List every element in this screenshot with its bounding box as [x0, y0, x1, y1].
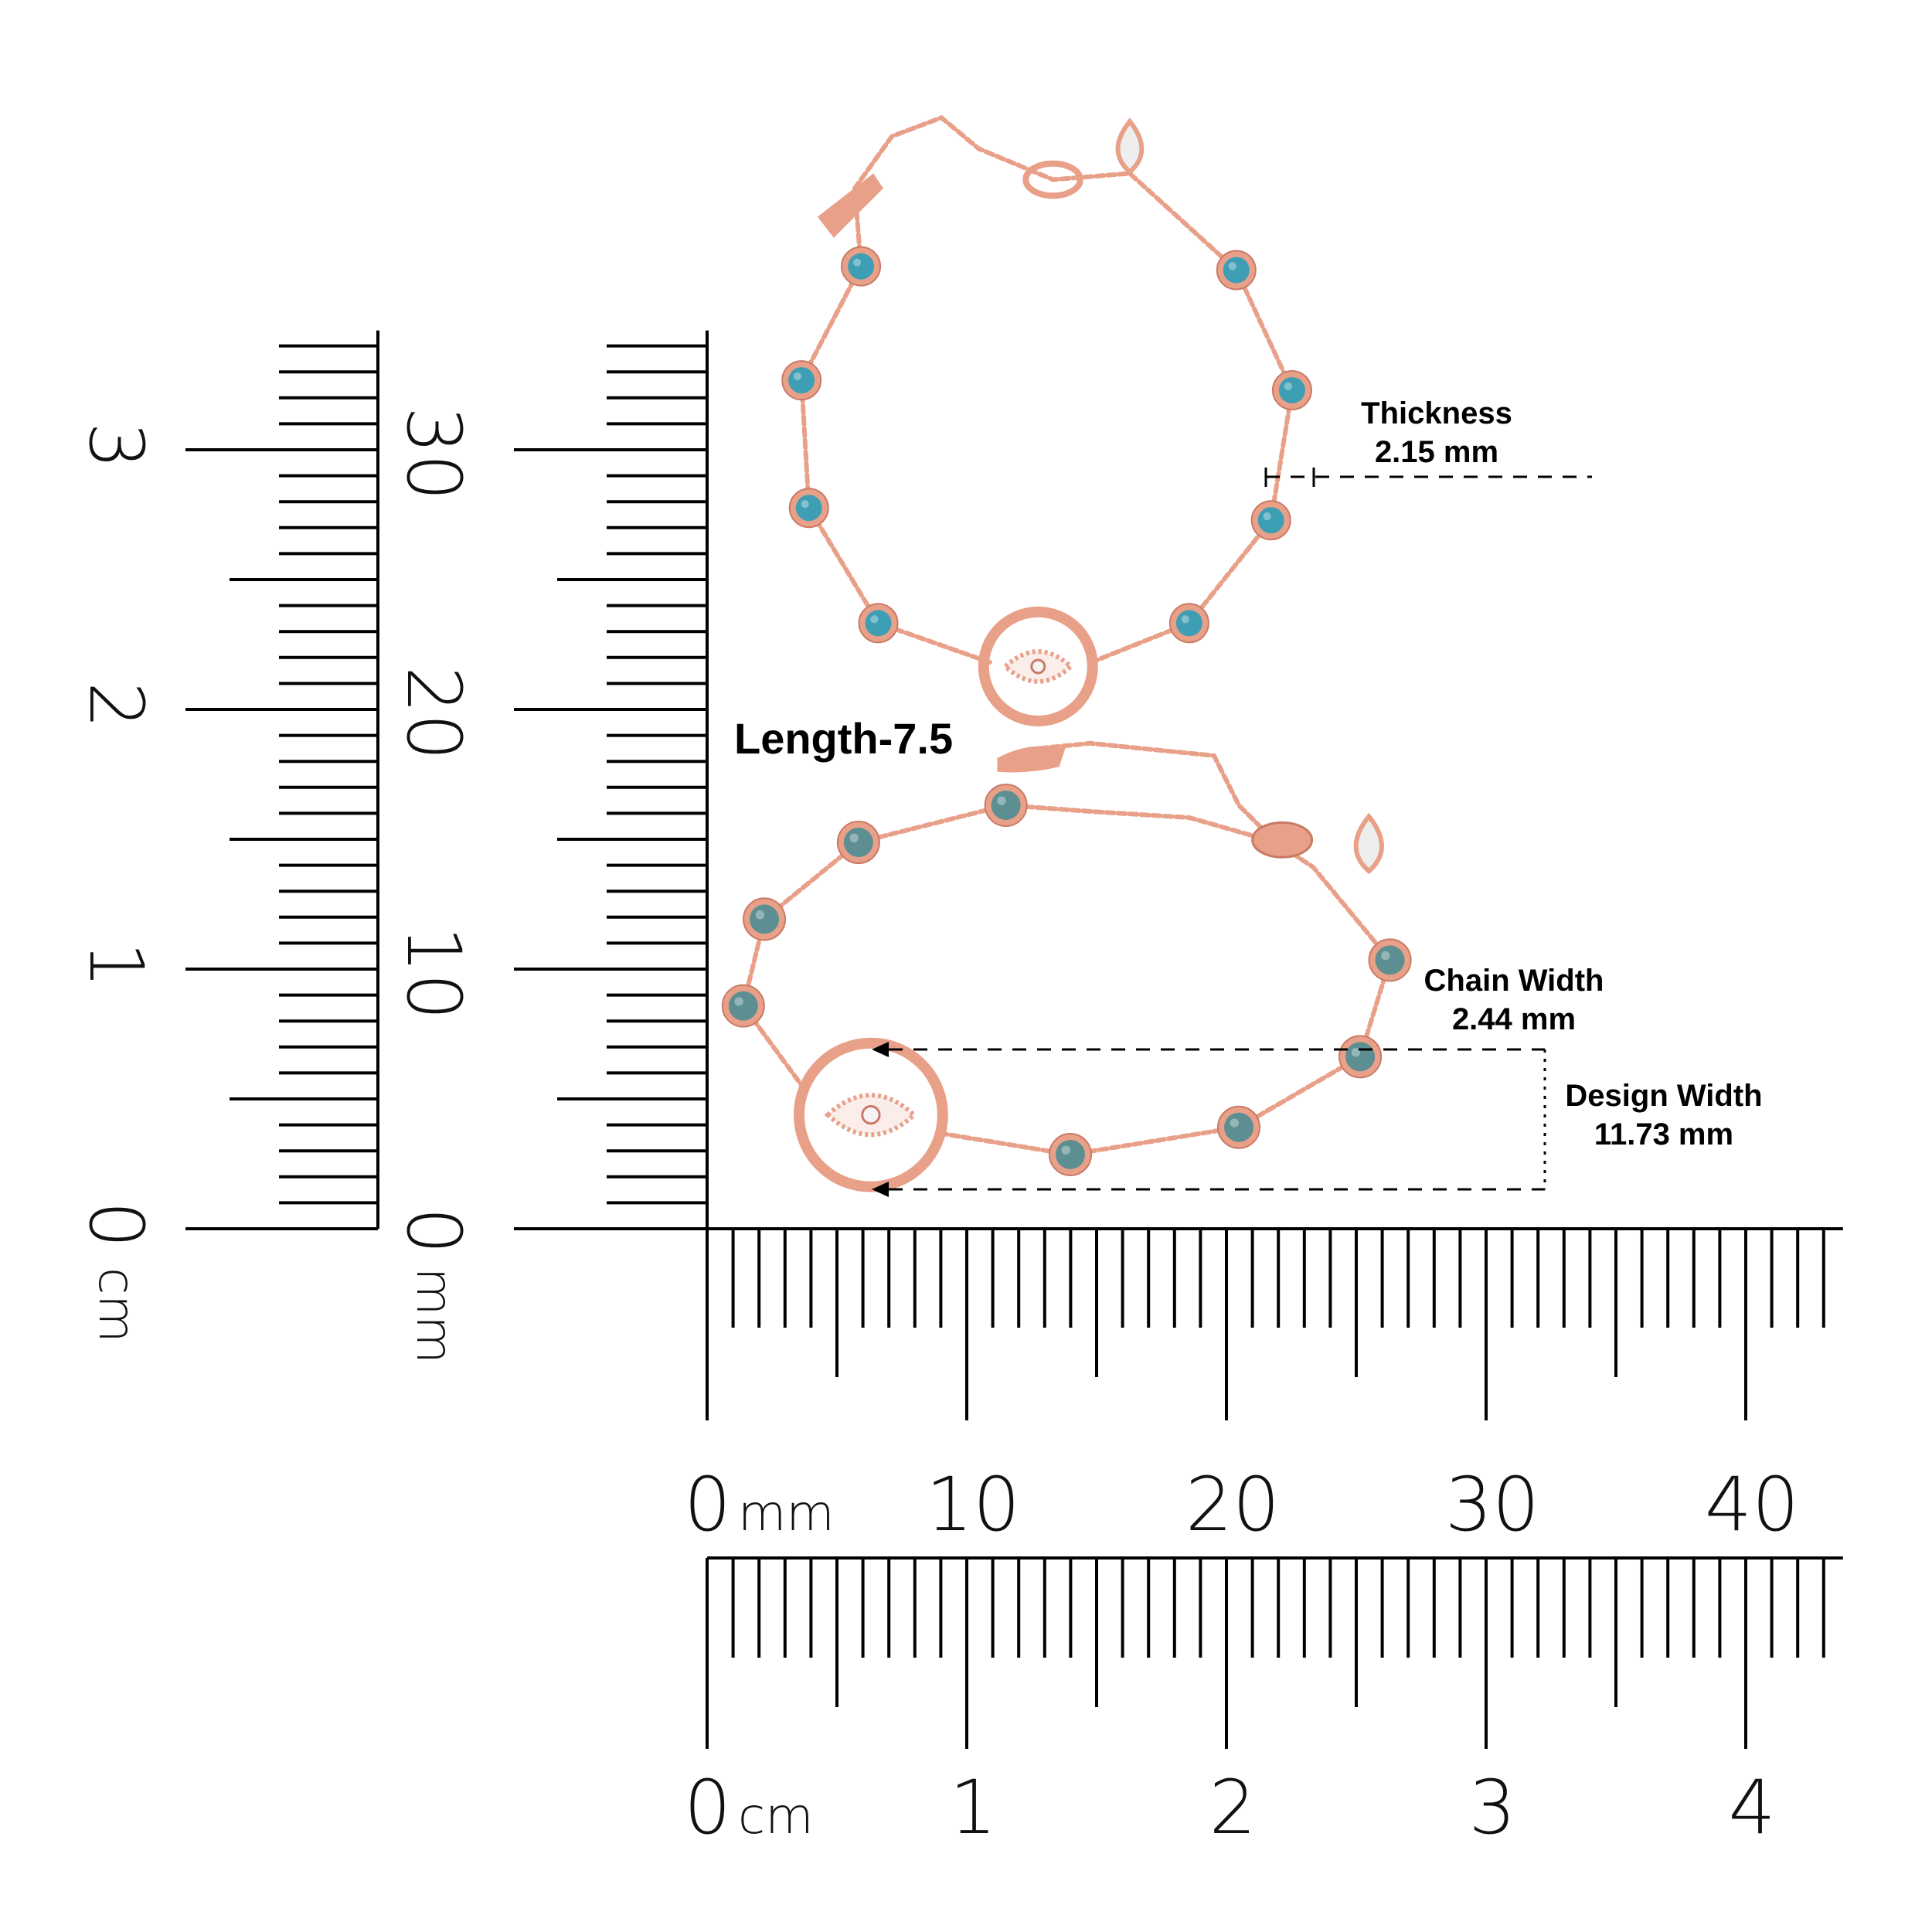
pendant-ring — [793, 1037, 948, 1192]
gem-highlight — [1351, 1047, 1361, 1057]
gem-highlight — [755, 910, 765, 920]
thickness-dimension-line — [1264, 468, 1592, 487]
gem-highlight — [793, 372, 802, 381]
cm-label: 1 — [73, 941, 159, 988]
mm-unit-label: mm — [738, 1485, 835, 1543]
gem-highlight — [1284, 382, 1292, 390]
gemstone — [843, 828, 873, 858]
design-width-label: Design Width — [1565, 1079, 1762, 1113]
gemstone — [728, 991, 758, 1021]
cm-unit-label: cm — [87, 1267, 145, 1343]
teardrop-charm — [1115, 117, 1145, 175]
bezel-stone — [743, 897, 787, 941]
mm-label: 20 — [390, 666, 477, 760]
cm-label: 0 — [73, 1201, 159, 1248]
gemstone — [1345, 1042, 1376, 1072]
gemstone — [1257, 507, 1284, 534]
bezel-stone — [1048, 1132, 1092, 1176]
teardrop-charm — [1353, 812, 1384, 875]
gem-highlight — [1263, 512, 1271, 521]
mm-label: 30 — [1445, 1461, 1539, 1548]
gemstone — [1055, 1139, 1085, 1169]
gemstone — [1278, 376, 1305, 403]
gem-highlight — [849, 833, 859, 843]
gem-highlight — [801, 500, 809, 509]
cm-label: 2 — [1209, 1764, 1256, 1851]
mm-label: 10 — [926, 1461, 1020, 1548]
eye-center-stone — [861, 1105, 881, 1125]
gem-highlight — [997, 796, 1006, 805]
lobster-clasp — [1022, 160, 1083, 199]
bezel-stone — [1216, 250, 1257, 291]
length-label: Length-7.5 — [734, 714, 953, 763]
gemstone — [795, 495, 822, 522]
mm-label: 30 — [390, 406, 477, 501]
thickness-label: Thickness — [1361, 396, 1512, 430]
design-width-dimension-line — [872, 1042, 1546, 1197]
lobster-clasp — [1251, 821, 1314, 859]
tag-charm — [997, 746, 1066, 773]
cm-label: 4 — [1728, 1764, 1775, 1851]
cm-unit-label: cm — [738, 1788, 814, 1845]
chain — [799, 185, 994, 665]
gemstone — [1224, 1112, 1253, 1142]
chain-width-label: Chain Width — [1424, 964, 1604, 998]
chain-width-value: 2.44 mm — [1452, 1002, 1576, 1036]
bezel-stone — [1250, 500, 1291, 541]
mm-label: 0 — [390, 1207, 477, 1254]
gemstone — [1175, 610, 1202, 637]
bezel-stone — [1368, 938, 1412, 982]
mm-label: 0 — [684, 1461, 731, 1548]
tag-charm — [817, 173, 883, 238]
bezel-stone — [781, 360, 822, 401]
cm-label: 0 — [684, 1764, 731, 1851]
thickness-value: 2.15 mm — [1375, 435, 1498, 469]
gemstone — [848, 253, 875, 280]
bezel-stone — [721, 984, 765, 1028]
bezel-stone — [841, 246, 882, 287]
pendant-ring — [978, 606, 1098, 726]
bezel-stone — [836, 821, 880, 865]
gemstone — [1223, 257, 1250, 284]
top-bracelet — [781, 114, 1312, 726]
gem-highlight — [852, 258, 862, 267]
bezel-stone — [858, 603, 899, 644]
gem-highlight — [1228, 262, 1236, 270]
gem-highlight — [870, 615, 879, 624]
eye-center-stone — [1030, 658, 1046, 675]
gem-highlight — [1061, 1145, 1070, 1155]
gem-highlight — [734, 997, 743, 1006]
chain — [852, 114, 1295, 665]
bezel-stone — [788, 488, 829, 529]
gemstone — [991, 790, 1021, 820]
design-width-value: 11.73 mm — [1594, 1117, 1733, 1151]
bracelets — [721, 114, 1412, 1192]
gem-highlight — [1181, 615, 1189, 624]
cm-label: 2 — [73, 682, 159, 729]
mm-label: 40 — [1705, 1461, 1799, 1548]
bezel-stone — [1168, 603, 1209, 644]
chain — [740, 802, 1279, 1093]
bezel-stone — [1217, 1105, 1260, 1149]
cm-label: 1 — [949, 1764, 996, 1851]
cm-label: 3 — [1468, 1764, 1515, 1851]
mm-unit-label: mm — [405, 1267, 462, 1364]
mm-label: 20 — [1185, 1461, 1280, 1548]
bezel-stone — [1271, 369, 1312, 410]
gem-highlight — [1230, 1118, 1240, 1128]
bezel-stone — [1338, 1035, 1383, 1079]
evil-eye-pendant — [978, 606, 1098, 726]
gemstone — [1375, 945, 1405, 975]
mm-label: 10 — [390, 926, 477, 1020]
evil-eye-pendant — [793, 1037, 948, 1192]
gemstone — [750, 904, 780, 934]
gemstone — [865, 610, 892, 637]
bezel-stone — [984, 783, 1028, 827]
gem-highlight — [1381, 951, 1390, 961]
gemstone — [788, 367, 815, 394]
cm-label: 3 — [73, 422, 159, 469]
bottom-bracelet — [721, 740, 1412, 1192]
